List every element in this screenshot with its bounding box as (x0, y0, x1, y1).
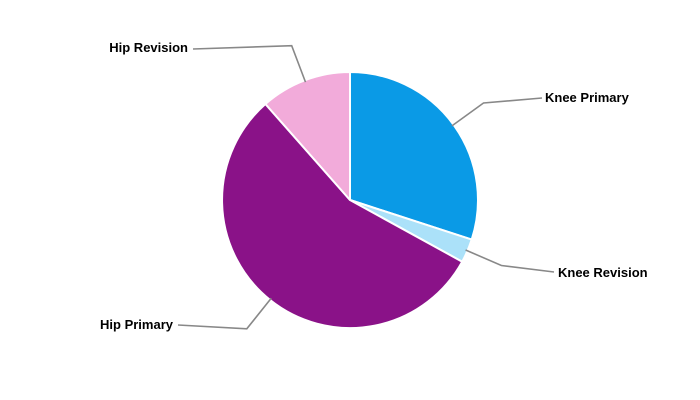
leader-line-knee-primary (451, 97, 543, 127)
leader-line-hip-primary (177, 297, 272, 330)
label-hip-revision: Hip Revision (109, 40, 188, 55)
label-hip-primary: Hip Primary (100, 317, 174, 332)
leader-line-hip-revision (192, 44, 307, 83)
label-knee-revision: Knee Revision (558, 265, 648, 280)
leader-line-knee-revision (465, 249, 555, 273)
label-knee-primary: Knee Primary (545, 90, 630, 105)
